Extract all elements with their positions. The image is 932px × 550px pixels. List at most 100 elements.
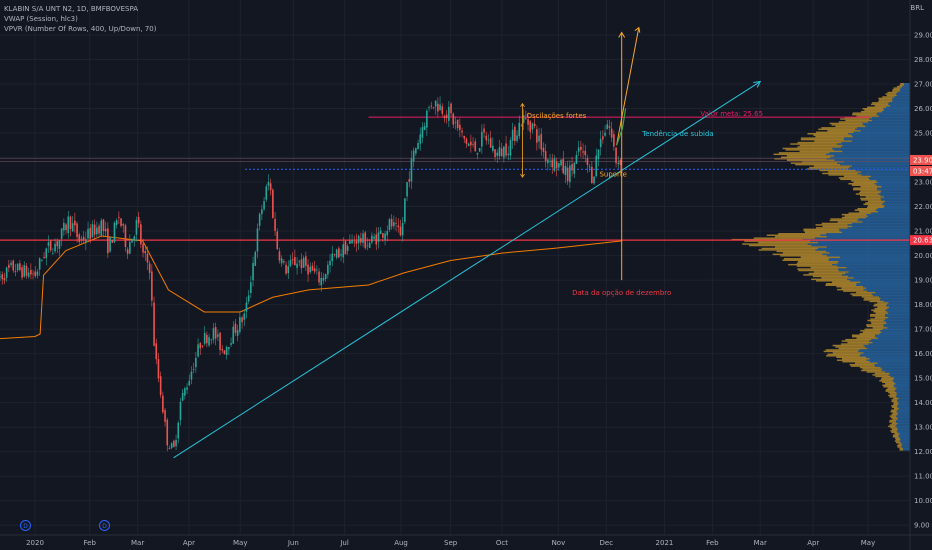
candle-body bbox=[243, 313, 246, 320]
volume-profile-bar-down bbox=[799, 144, 843, 147]
volume-profile-bar-down bbox=[847, 341, 873, 344]
volume-profile-bar-down bbox=[875, 312, 889, 314]
volume-profile-bar-up bbox=[867, 290, 910, 292]
dividend-marker[interactable]: D bbox=[99, 520, 110, 531]
y-tick-label: 27.00 bbox=[914, 80, 932, 88]
volume-profile-bar-up bbox=[838, 268, 910, 270]
volume-profile-bar-down bbox=[826, 355, 860, 357]
price-axis[interactable]: 9.00 10.00 11.00 12.00 13.00 14.00 15.00 16.00 1… bbox=[910, 31, 932, 530]
candle-body bbox=[188, 380, 191, 386]
volume-profile-bar-down bbox=[852, 112, 878, 114]
volume-profile-bar-up bbox=[863, 352, 910, 354]
candle-body bbox=[474, 141, 477, 152]
volume-profile-bar-up bbox=[880, 197, 910, 200]
volume-profile-bar-up bbox=[888, 302, 910, 304]
volume-profile-bar-up bbox=[869, 360, 910, 363]
volume-profile-bar-up bbox=[893, 381, 910, 384]
candle-body bbox=[89, 227, 92, 239]
volume-profile-bar-up bbox=[842, 274, 910, 276]
volume-profile-bar-up bbox=[826, 235, 910, 238]
volume-profile-bar-up bbox=[843, 137, 910, 139]
y-tick-label: 9.00 bbox=[914, 522, 930, 530]
candle-body bbox=[617, 162, 620, 165]
currency-label[interactable]: BRL bbox=[910, 4, 924, 12]
candle-body bbox=[199, 343, 202, 349]
candle-body bbox=[272, 189, 274, 218]
volume-profile-bar-down bbox=[829, 122, 863, 125]
volume-profile-bar-up bbox=[842, 231, 910, 234]
volume-profile-bar-up bbox=[869, 358, 910, 360]
time-axis[interactable]: 2020 Feb Mar Apr May Jun Jul Aug Sep Oct Nov Dec 202… bbox=[26, 539, 875, 547]
candle-body bbox=[520, 125, 523, 127]
x-tick-label: May bbox=[233, 539, 247, 547]
candle-body bbox=[494, 149, 496, 157]
dividend-marker[interactable]: D bbox=[20, 520, 31, 531]
volume-profile-bar-down bbox=[889, 419, 897, 422]
volume-profile-bar-up bbox=[885, 106, 910, 109]
volume-profile-bar-down bbox=[897, 444, 902, 447]
volume-profile-bar-down bbox=[856, 337, 878, 339]
candle-body bbox=[536, 129, 538, 143]
volume-profile-bar-up bbox=[851, 222, 910, 225]
volume-profile-bar-down bbox=[748, 244, 812, 247]
volume-profile-bar-up bbox=[862, 122, 910, 125]
y-tick-label: 23.00 bbox=[914, 179, 932, 187]
volume-profile-bar-up bbox=[853, 131, 910, 134]
candle-body bbox=[393, 222, 395, 227]
candle-body bbox=[582, 151, 584, 153]
volume-profile-bar-up bbox=[841, 146, 910, 148]
volume-profile-bar-up bbox=[858, 350, 910, 353]
volume-profile-bar-down bbox=[786, 159, 835, 161]
trend-line[interactable] bbox=[173, 80, 762, 459]
vwap-indicator-label[interactable]: VWAP (Session, hlc3) bbox=[4, 15, 78, 23]
support-label: Suporte bbox=[599, 171, 627, 179]
volume-profile-bar-up bbox=[875, 334, 910, 336]
volume-profile-bar-down bbox=[851, 334, 876, 336]
volume-profile-bar-down bbox=[883, 385, 895, 388]
volume-profile-bar-up bbox=[886, 322, 910, 325]
x-tick-label: Oct bbox=[496, 539, 508, 547]
volume-profile-bar-up bbox=[899, 440, 910, 442]
candle-body bbox=[412, 150, 415, 162]
volume-profile-bar-up bbox=[840, 256, 910, 259]
candle-body bbox=[443, 115, 446, 119]
candle-body bbox=[522, 115, 525, 123]
candle-body bbox=[481, 131, 483, 147]
candle-body bbox=[265, 186, 268, 200]
volume-profile-bar-down bbox=[866, 371, 886, 373]
volume-profile-bar-up bbox=[902, 85, 910, 88]
volume-profile-bar-down bbox=[803, 230, 840, 232]
candle-body bbox=[551, 159, 554, 168]
candle-body bbox=[12, 260, 15, 271]
volume-profile-bar-up bbox=[868, 121, 910, 123]
volume-profile-bar-up bbox=[889, 372, 910, 375]
volume-profile-bar-down bbox=[861, 369, 882, 372]
volume-profile-bar-down bbox=[900, 83, 905, 85]
volume-profile-bar-up bbox=[863, 344, 910, 347]
volume-profile-bar-up bbox=[875, 335, 910, 338]
volume-profile-bar-up bbox=[897, 406, 910, 409]
candle-body bbox=[126, 249, 129, 255]
volume-profile-bar-up bbox=[852, 135, 910, 138]
volume-profile-bar-down bbox=[845, 119, 872, 122]
candle-body bbox=[353, 241, 356, 243]
candle-body bbox=[540, 133, 543, 150]
candle-body bbox=[489, 138, 492, 148]
volume-profile-bar-up bbox=[856, 283, 910, 285]
volume-profile-bar-up bbox=[880, 330, 910, 332]
grid-lines bbox=[0, 0, 910, 535]
volume-profile-bar-down bbox=[893, 402, 899, 404]
volume-profile-bar-down bbox=[860, 197, 881, 200]
candle-body bbox=[45, 248, 48, 259]
volume-profile-bar-up bbox=[898, 397, 910, 400]
volume-profile-bar-down bbox=[891, 422, 898, 425]
volume-profile-bar-down bbox=[869, 300, 884, 303]
volume-profile-bar-down bbox=[827, 130, 861, 132]
symbol-title[interactable]: KLABIN S/A UNT N2, 1D, BMFBOVESPA bbox=[4, 5, 139, 13]
candle-body bbox=[476, 152, 479, 155]
vpvr-indicator-label[interactable]: VPVR (Number Of Rows, 400, Up/Down, 70) bbox=[4, 25, 157, 33]
volume-profile-bar-down bbox=[889, 415, 897, 417]
candle-body bbox=[432, 107, 435, 108]
drawings[interactable]: Oscilações fortes Suporte Valor meta: 25.6… bbox=[520, 26, 763, 297]
